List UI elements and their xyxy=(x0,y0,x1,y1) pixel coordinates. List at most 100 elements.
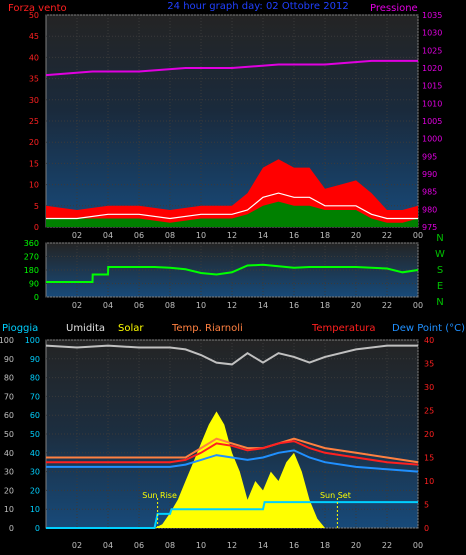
top-x-tick-20: 20 xyxy=(351,231,361,240)
bot-left-tick-30: 30 xyxy=(4,468,14,477)
top-right-tick-980: 980 xyxy=(422,205,437,214)
top-left-tick-5: 5 xyxy=(34,202,39,211)
bot-right-tick-25: 25 xyxy=(424,407,434,416)
bot-x-tick-18: 18 xyxy=(320,541,330,550)
top-right-tick-995: 995 xyxy=(422,152,437,161)
mid-compass-E-3: E xyxy=(437,281,443,292)
bot-x-tick-10: 10 xyxy=(196,541,206,550)
top-left-tick-0: 0 xyxy=(34,223,39,232)
mid-compass-N-4: N xyxy=(436,297,443,308)
bot-x-tick-04: 04 xyxy=(103,541,113,550)
legend-umidita: Umidita xyxy=(66,323,105,334)
wind-direction-line xyxy=(46,263,419,283)
bot-x-tick-08: 08 xyxy=(165,541,175,550)
top-title: 24 hour graph day: 02 Ottobre 2012 xyxy=(167,1,348,12)
bot-left-tick-60: 60 xyxy=(4,411,14,420)
bot-right-tick-5: 5 xyxy=(424,501,429,510)
bot-x-tick-20: 20 xyxy=(351,541,361,550)
bot-x-tick-06: 06 xyxy=(134,541,144,550)
legend-temp-riarnoli: Temp. Riarnoli xyxy=(171,323,243,334)
bot-left-tick-10: 10 xyxy=(4,505,14,514)
bot-left-tick-40: 40 xyxy=(4,449,14,458)
bot-x-tick-02: 02 xyxy=(72,541,82,550)
bot-right-tick-20: 20 xyxy=(424,430,434,439)
legend-dew-point: Dew Point (°C) xyxy=(392,323,465,334)
top-right-tick-975: 975 xyxy=(422,223,437,232)
bot-left-tick-70: 70 xyxy=(4,392,14,401)
mid-x-tick-10: 10 xyxy=(196,301,206,310)
series-temperatura-line xyxy=(46,440,419,466)
top-left-tick-25: 25 xyxy=(29,117,39,126)
mid-left-tick-180: 180 xyxy=(24,266,39,275)
top-right-tick-990: 990 xyxy=(422,170,437,179)
bot-left-tick-50: 50 xyxy=(4,430,14,439)
top-x-tick-04: 04 xyxy=(103,231,113,240)
top-x-tick-12: 12 xyxy=(227,231,237,240)
mid-x-tick-22: 22 xyxy=(382,301,392,310)
top-x-tick-22: 22 xyxy=(382,231,392,240)
top-left-axis-label: Forza vento xyxy=(8,3,67,14)
top-x-tick-06: 06 xyxy=(134,231,144,240)
top-right-tick-1025: 1025 xyxy=(422,46,442,55)
bot-right-tick-35: 35 xyxy=(424,360,434,369)
bot-x-tick-14: 14 xyxy=(258,541,268,550)
bot-mid-tick-50: 50 xyxy=(30,430,40,439)
top-x-tick-14: 14 xyxy=(258,231,268,240)
top-right-tick-1010: 1010 xyxy=(422,99,442,108)
top-left-tick-35: 35 xyxy=(29,75,39,84)
wind-green-area xyxy=(46,201,418,227)
bot-right-tick-30: 30 xyxy=(424,383,434,392)
top-right-tick-1005: 1005 xyxy=(422,117,442,126)
mid-x-tick-12: 12 xyxy=(227,301,237,310)
mid-left-tick-360: 360 xyxy=(24,239,39,248)
mid-x-tick-06: 06 xyxy=(134,301,144,310)
top-left-tick-50: 50 xyxy=(29,11,39,20)
mid-compass-N-0: N xyxy=(436,233,443,244)
top-x-tick-16: 16 xyxy=(289,231,299,240)
series-dewpointc-line xyxy=(46,449,419,473)
sun-set-label: Sun Set xyxy=(320,491,351,500)
bot-mid-tick-80: 80 xyxy=(30,374,40,383)
bot-mid-tick-10: 10 xyxy=(30,505,40,514)
bot-right-tick-0: 0 xyxy=(424,524,429,533)
mid-x-tick-02: 02 xyxy=(72,301,82,310)
bot-mid-tick-20: 20 xyxy=(30,486,40,495)
bot-mid-tick-90: 90 xyxy=(30,355,40,364)
top-x-tick-08: 08 xyxy=(165,231,175,240)
top-right-axis-label: Pressione xyxy=(370,3,418,14)
bot-mid-tick-60: 60 xyxy=(30,411,40,420)
legend-temperatura: Temperatura xyxy=(311,323,376,334)
mid-x-tick-08: 08 xyxy=(165,301,175,310)
bot-mid-tick-70: 70 xyxy=(30,392,40,401)
bot-right-tick-15: 15 xyxy=(424,454,434,463)
top-left-tick-30: 30 xyxy=(29,96,39,105)
mid-x-tick-16: 16 xyxy=(289,301,299,310)
bot-x-tick-22: 22 xyxy=(382,541,392,550)
top-left-tick-45: 45 xyxy=(29,32,39,41)
bot-left-tick-100: 100 xyxy=(0,336,14,345)
solar-area xyxy=(154,411,325,528)
mid-x-tick-18: 18 xyxy=(320,301,330,310)
top-left-tick-15: 15 xyxy=(29,159,39,168)
legend-pioggia: Pioggia xyxy=(2,323,38,334)
top-right-tick-1030: 1030 xyxy=(422,29,442,38)
mid-x-tick-04: 04 xyxy=(103,301,113,310)
wind-average-line xyxy=(46,192,418,220)
pressure-line xyxy=(45,59,418,77)
top-x-tick-18: 18 xyxy=(320,231,330,240)
bot-right-tick-10: 10 xyxy=(424,477,434,486)
top-right-tick-1000: 1000 xyxy=(422,135,442,144)
rain-line xyxy=(46,501,418,529)
top-left-tick-40: 40 xyxy=(29,53,39,62)
bot-left-tick-20: 20 xyxy=(4,486,14,495)
bot-mid-tick-40: 40 xyxy=(30,449,40,458)
top-x-tick-10: 10 xyxy=(196,231,206,240)
mid-x-tick-20: 20 xyxy=(351,301,361,310)
mid-left-tick-0: 0 xyxy=(34,293,39,302)
bot-right-tick-40: 40 xyxy=(424,336,434,345)
mid-left-tick-270: 270 xyxy=(24,253,39,262)
top-left-tick-10: 10 xyxy=(29,181,39,190)
top-right-tick-1020: 1020 xyxy=(422,64,442,73)
